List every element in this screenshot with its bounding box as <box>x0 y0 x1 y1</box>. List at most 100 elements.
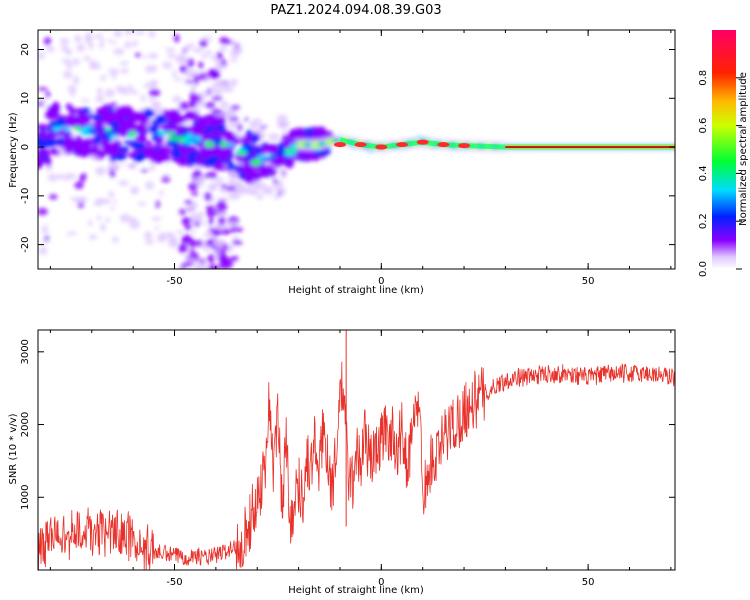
spectrogram-speckle <box>103 175 113 184</box>
spectrogram-speckle <box>272 182 285 191</box>
spectrogram-blob <box>170 152 183 159</box>
spectrogram-blob <box>147 145 155 153</box>
spectrogram-speckle <box>282 129 288 133</box>
spectrogram-blob <box>38 140 47 150</box>
spectrogram-speckle <box>71 58 81 66</box>
spectrogram-speckle <box>148 52 158 60</box>
spectrogram-speckle <box>233 46 243 55</box>
spectrogram-blob <box>159 151 170 161</box>
spectrogram-speckle <box>229 58 238 63</box>
spectrogram-speckle <box>181 234 193 244</box>
spectrogram-speckle <box>248 120 259 129</box>
snr-ticks: -50 0 50 1000 2000 3000 <box>20 330 675 588</box>
spectrogram-speckle <box>172 69 177 78</box>
spectrogram-speckle <box>209 71 221 80</box>
spectrogram-hotspot <box>284 152 296 157</box>
spectrogram-speckle <box>63 70 73 79</box>
spectrogram-speckle <box>165 47 176 53</box>
spectrogram-blob <box>220 153 228 159</box>
spectrogram-peak <box>333 142 346 148</box>
spectrogram-blob <box>43 132 54 138</box>
spectrogram-blob <box>304 152 316 159</box>
spectrogram-speckle <box>105 217 111 223</box>
spectrogram-blob <box>38 149 49 157</box>
spectrogram-speckle <box>205 205 216 211</box>
spectrogram-speckle <box>118 180 129 186</box>
spectrogram-speckle <box>107 39 113 43</box>
spectrogram-blob <box>38 123 49 130</box>
spectrogram-speckle <box>119 213 131 223</box>
spectrogram-speckle <box>207 264 219 269</box>
spectrogram-speckle <box>196 239 203 248</box>
spectrogram-blob <box>120 127 133 133</box>
spectrogram-speckle <box>215 177 225 182</box>
spectrogram-speckle <box>108 161 119 171</box>
spectrogram-speckle <box>219 100 229 109</box>
spectrogram-speckle <box>190 240 196 249</box>
spectrogram-blob <box>91 114 103 121</box>
spectrogram-blob <box>288 128 299 139</box>
colorbar-tick-label: 0.8 <box>698 70 709 86</box>
spectrogram-blob <box>295 152 307 159</box>
colorbar-gradient <box>712 30 736 269</box>
spectrogram-blob <box>216 144 231 153</box>
spectrogram-speckle <box>180 244 186 249</box>
spectrogram-blob <box>149 124 158 134</box>
spectrogram-speckle <box>59 37 70 45</box>
spectrogram-speckle <box>134 52 142 58</box>
spectrogram-hotspot <box>219 141 228 147</box>
spectrogram-speckle <box>95 166 106 176</box>
spectrogram-blob <box>270 143 278 152</box>
spectrogram-speckle <box>47 173 58 182</box>
spectrogram-blob <box>244 175 255 184</box>
spectrogram-blob <box>79 140 87 148</box>
spectrogram-speckle <box>190 83 196 94</box>
spectrogram-speckle <box>109 206 116 210</box>
spectrogram-speckle <box>179 101 190 111</box>
spectrogram-speckle <box>196 75 206 80</box>
spectrogram-speckle <box>189 91 195 98</box>
spectrogram-speckle <box>207 253 215 264</box>
spectrogram-blob <box>161 124 174 129</box>
spectrogram-speckle <box>88 42 94 50</box>
spectrogram-speckle <box>124 30 133 36</box>
spectrogram-speckle <box>227 121 238 129</box>
colorbar-tick-label: 0.2 <box>698 213 709 229</box>
spectrogram-speckle <box>181 217 191 226</box>
spectrogram-speckle <box>203 173 210 179</box>
spectrogram-blob <box>74 119 87 125</box>
spectrogram-speckle <box>220 244 231 251</box>
spectrogram-speckle <box>54 26 62 29</box>
spectrogram-speckle <box>185 205 196 213</box>
spectrogram-speckle <box>209 182 217 192</box>
spectrogram-blob <box>93 121 105 131</box>
spectrogram-speckle <box>88 219 93 227</box>
spectrogram-speckle <box>93 34 101 39</box>
spectrogram-speckle <box>200 53 209 59</box>
spectrogram-speckle <box>65 231 78 236</box>
spectrogram-speckle <box>204 102 216 109</box>
spectrogram-image <box>38 26 675 269</box>
spectrogram-speckle <box>155 200 161 208</box>
spectrogram-blob <box>239 136 253 144</box>
spectrogram-speckle <box>219 37 229 45</box>
spectrogram-ytick-label: -10 <box>20 188 31 204</box>
spectrogram-blob <box>227 137 237 145</box>
spectrogram-blob <box>67 119 76 124</box>
spectrogram-ylabel: Frequency (Hz) <box>8 112 19 188</box>
spectrogram-speckle <box>112 236 119 243</box>
spectrogram-blob <box>68 106 77 115</box>
spectrogram-speckle <box>90 69 103 77</box>
spectrogram-speckle <box>215 59 221 69</box>
spectrogram-speckle <box>108 191 115 198</box>
colorbar-tick-label: 0.4 <box>698 165 709 181</box>
spectrogram-speckle <box>268 133 280 142</box>
spectrogram-speckle <box>108 68 119 75</box>
spectrogram-speckle <box>140 93 146 102</box>
spectrogram-speckle <box>104 88 115 98</box>
spectrogram-peak <box>396 142 408 148</box>
spectrogram-speckle <box>134 30 146 35</box>
spectrogram-blob <box>167 111 179 119</box>
spectrogram-speckle <box>81 173 87 177</box>
